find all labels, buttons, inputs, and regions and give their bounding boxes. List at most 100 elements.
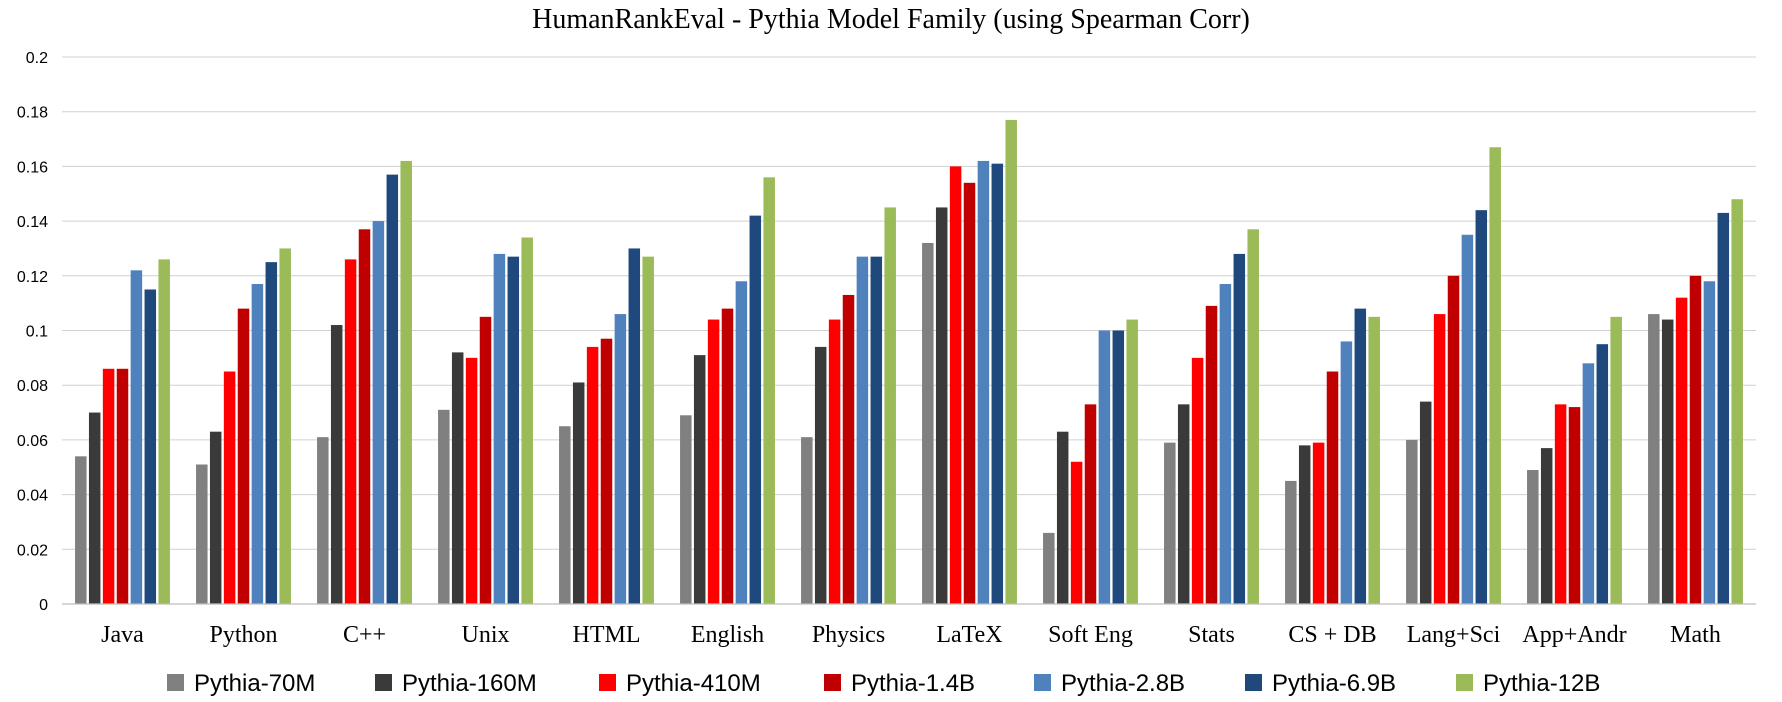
bar-pythia-70m-1 (196, 464, 208, 604)
bar-pythia-2-8b-12 (1582, 363, 1595, 604)
y-tick-label: 0 (39, 597, 48, 614)
bar-pythia-2-8b-4 (614, 314, 627, 604)
bar-pythia-12b-12 (1610, 316, 1622, 604)
grid-lines (62, 56, 1756, 550)
bar-pythia-1-4b-4 (600, 338, 613, 604)
legend-label: Pythia-160M (402, 670, 537, 697)
bar-pythia-1-4b-5 (721, 308, 734, 604)
bar-pythia-70m-10 (1285, 480, 1297, 604)
y-tick-label: 0.04 (17, 488, 48, 505)
y-tick-label: 0.14 (17, 214, 48, 231)
x-category-label: Python (209, 622, 277, 648)
bar-pythia-410m-2 (344, 259, 357, 604)
y-tick-label: 0.08 (17, 378, 48, 395)
bar-pythia-6-9b-2 (386, 174, 399, 605)
legend-label: Pythia-1.4B (851, 670, 975, 697)
x-category-label: C++ (343, 622, 386, 648)
y-axis-ticks: 0 0.02 0.04 0.06 0.08 0.1 0.12 0.14 0.16 0.18 0.2 (17, 50, 48, 614)
bar-pythia-12b-1 (279, 248, 291, 604)
bar-pythia-2-8b-0 (130, 270, 143, 604)
bar-pythia-1-4b-9 (1205, 305, 1218, 604)
legend-swatch (1034, 674, 1051, 691)
y-tick-label: 0.06 (17, 433, 48, 450)
bar-pythia-160m-10 (1298, 445, 1311, 604)
bar-pythia-1-4b-10 (1326, 371, 1339, 604)
x-category-label: Math (1670, 622, 1721, 648)
bar-pythia-12b-7 (1005, 119, 1017, 604)
bar-pythia-410m-6 (828, 319, 841, 604)
bar-pythia-410m-1 (223, 371, 236, 604)
bar-pythia-6-9b-0 (144, 289, 157, 604)
bar-pythia-70m-0 (75, 456, 87, 604)
bar-pythia-12b-2 (400, 160, 412, 604)
bar-pythia-6-9b-8 (1112, 330, 1125, 604)
x-category-label: LaTeX (936, 622, 1002, 648)
bar-pythia-160m-1 (209, 431, 222, 604)
bar-pythia-160m-2 (330, 325, 343, 604)
x-category-label: Java (101, 622, 144, 648)
bar-pythia-12b-5 (763, 177, 775, 604)
bar-pythia-2-8b-7 (977, 160, 990, 604)
legend-swatch (599, 674, 616, 691)
bar-pythia-2-8b-8 (1098, 330, 1111, 604)
bar-pythia-70m-8 (1043, 532, 1055, 604)
bar-pythia-6-9b-11 (1475, 210, 1488, 604)
x-category-label: HTML (573, 622, 641, 648)
bar-pythia-1-4b-1 (237, 308, 250, 604)
bar-pythia-2-8b-6 (856, 256, 869, 604)
bar-pythia-410m-12 (1554, 404, 1567, 604)
legend-swatch (1456, 674, 1473, 691)
x-category-label: Soft Eng (1048, 622, 1133, 648)
y-tick-label: 0.1 (26, 324, 48, 341)
bar-pythia-6-9b-1 (265, 262, 278, 605)
x-category-label: Lang+Sci (1407, 622, 1501, 648)
bar-pythia-6-9b-9 (1233, 253, 1246, 605)
y-tick-label: 0.12 (17, 269, 48, 286)
bar-pythia-70m-4 (559, 426, 571, 604)
bar-pythia-12b-4 (642, 256, 654, 604)
bar-pythia-6-9b-6 (870, 256, 883, 604)
bar-pythia-6-9b-4 (628, 248, 641, 604)
bar-pythia-160m-4 (572, 382, 585, 604)
legend-label: Pythia-2.8B (1061, 670, 1185, 697)
bar-pythia-70m-2 (317, 437, 329, 604)
x-category-label: Unix (462, 622, 510, 648)
bar-pythia-70m-5 (680, 415, 692, 604)
legend-label: Pythia-6.9B (1272, 670, 1396, 697)
bar-pythia-160m-3 (451, 352, 464, 604)
bar-pythia-410m-0 (102, 368, 115, 604)
bar-pythia-1-4b-3 (479, 316, 492, 604)
bar-pythia-410m-3 (465, 357, 478, 604)
bar-pythia-160m-11 (1419, 401, 1432, 604)
bar-pythia-160m-12 (1540, 448, 1553, 604)
bar-pythia-70m-3 (438, 409, 450, 604)
bar-pythia-2-8b-9 (1219, 284, 1232, 604)
bar-pythia-410m-11 (1433, 314, 1446, 604)
bar-pythia-12b-10 (1368, 316, 1380, 604)
bar-pythia-12b-0 (158, 259, 170, 604)
bar-pythia-1-4b-7 (963, 182, 976, 604)
x-category-label: CS + DB (1288, 622, 1376, 648)
bar-pythia-160m-9 (1177, 404, 1190, 604)
bar-pythia-6-9b-3 (507, 256, 520, 604)
bar-pythia-6-9b-10 (1354, 308, 1367, 604)
bar-pythia-70m-9 (1164, 442, 1176, 604)
bar-pythia-2-8b-1 (251, 284, 264, 604)
bar-pythia-70m-12 (1527, 469, 1539, 604)
legend-label: Pythia-70M (194, 670, 315, 697)
bar-pythia-160m-6 (814, 346, 827, 604)
bar-pythia-70m-13 (1648, 314, 1660, 604)
bar-pythia-2-8b-10 (1340, 341, 1353, 604)
bar-pythia-12b-6 (884, 207, 896, 604)
bar-pythia-70m-7 (922, 242, 934, 605)
bar-pythia-70m-11 (1406, 439, 1418, 604)
bar-pythia-410m-7 (949, 166, 962, 604)
bar-pythia-2-8b-2 (372, 221, 385, 604)
bar-pythia-12b-9 (1247, 229, 1259, 605)
x-category-label: English (691, 622, 764, 648)
bar-pythia-2-8b-5 (735, 281, 748, 604)
bar-pythia-160m-5 (693, 355, 706, 604)
bar-pythia-12b-3 (521, 237, 533, 604)
bar-pythia-410m-4 (586, 346, 599, 604)
